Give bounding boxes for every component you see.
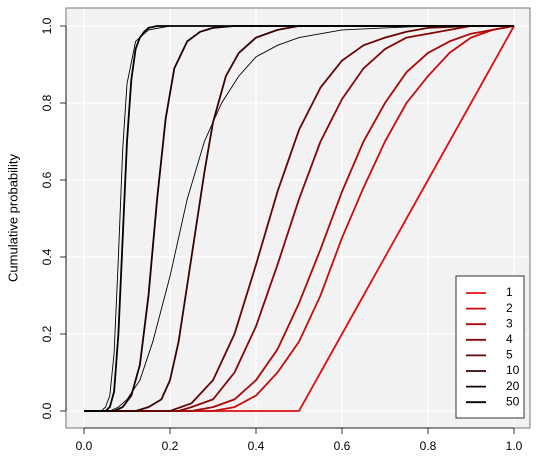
legend-label: 20: [506, 379, 520, 393]
plot-background: [66, 8, 530, 428]
x-tick-label: 0.4: [248, 439, 265, 453]
series-line-4: [84, 25, 514, 412]
x-tick-label: 1.0: [506, 439, 523, 453]
y-tick-label: 1.0: [40, 17, 54, 34]
series-line-10: [84, 25, 514, 412]
y-tick-label: 0.0: [40, 402, 54, 419]
x-tick-label: 0.2: [162, 439, 179, 453]
series-line-2: [84, 25, 515, 412]
y-axis-title: Cumulative probability: [5, 154, 20, 282]
axes: 0.0 0.2 0.4 0.6 0.8 1.0 0.0 0.2 0.4 0.6 0.8 1.0: [40, 17, 522, 453]
y-tick-label: 0.8: [40, 94, 54, 111]
series-line-1: [84, 25, 515, 412]
legend-label: 1: [506, 285, 513, 299]
series-lines: [84, 25, 515, 412]
legend-label: 4: [506, 332, 513, 346]
y-tick-label: 0.4: [40, 248, 54, 265]
legend-box: [455, 275, 525, 419]
y-tick-label: 0.6: [40, 171, 54, 188]
x-tick-label: 0.6: [334, 439, 351, 453]
series-line-5: [84, 25, 514, 412]
legend-label: 10: [506, 363, 520, 377]
x-tick-label: 0.0: [76, 439, 93, 453]
x-tick-label: 0.8: [420, 439, 437, 453]
legend-label: 2: [506, 301, 513, 315]
series-line-3: [84, 25, 515, 412]
series-line-50: [84, 25, 514, 412]
legend-label: 50: [506, 394, 520, 408]
legend-label: 5: [506, 348, 513, 362]
y-tick-label: 0.2: [40, 325, 54, 342]
legend-label: 3: [506, 316, 513, 330]
